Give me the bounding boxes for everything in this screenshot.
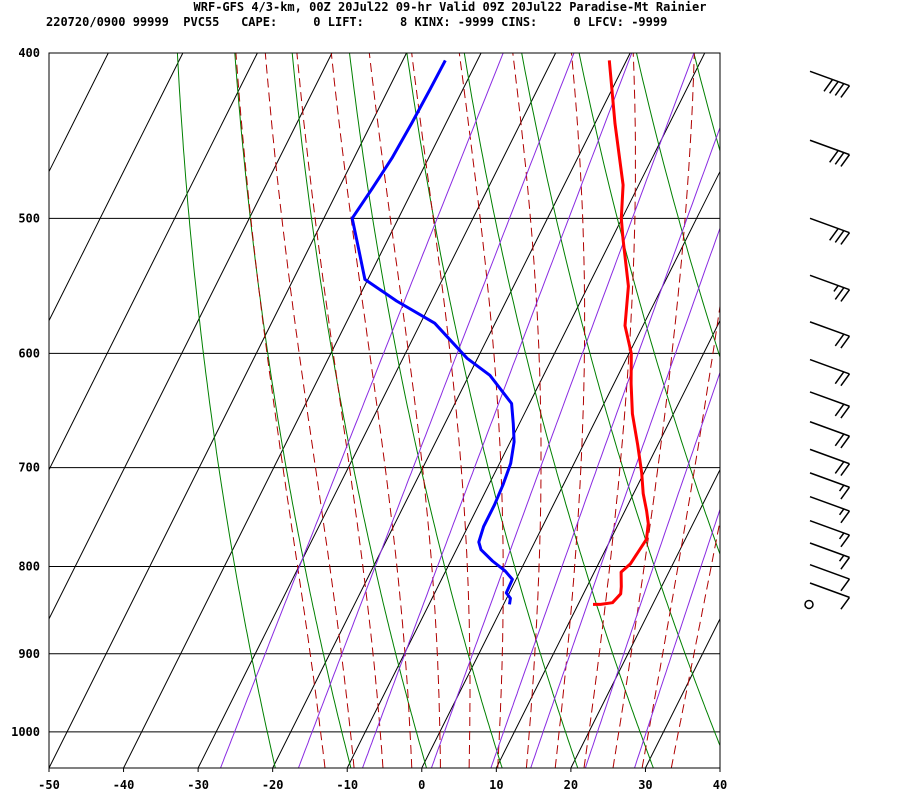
dry-adiabat <box>636 53 720 359</box>
moist-adiabat <box>458 53 504 768</box>
mixing-ratio-line <box>530 226 720 768</box>
wind-barb <box>809 582 851 610</box>
wind-barb <box>809 321 851 349</box>
isotherm <box>49 53 184 322</box>
wind-barb <box>809 495 851 524</box>
isotherm <box>197 53 557 768</box>
y-axis-ticks: 400 500 600 700 800 900 1000 <box>11 46 40 739</box>
wind-barb <box>809 448 851 476</box>
moist-adiabat <box>554 53 586 768</box>
mixing-ratio-line <box>362 53 633 768</box>
mixing-ratio-line <box>297 53 575 768</box>
plot-frame <box>48 52 721 769</box>
moist-adiabat <box>411 53 471 768</box>
moist-adiabat <box>512 53 542 768</box>
x-tick-label: -20 <box>262 778 284 792</box>
y-tick-label: 900 <box>18 647 40 661</box>
isotherm <box>644 617 720 768</box>
wind-barb <box>809 542 851 570</box>
mixing-ratio-line <box>634 507 720 768</box>
moist-adiabat <box>583 53 636 768</box>
reference-lines <box>49 53 720 768</box>
wind-barb <box>809 139 851 167</box>
wind-barb <box>809 70 851 98</box>
wind-barb <box>809 217 851 245</box>
wind-barb <box>809 519 851 548</box>
dry-adiabat <box>234 53 352 768</box>
x-tick-label: -30 <box>187 778 209 792</box>
x-tick-label: 20 <box>564 778 578 792</box>
dry-adiabats <box>176 53 720 768</box>
x-tick-label: -40 <box>113 778 135 792</box>
y-tick-label: 800 <box>18 560 40 574</box>
dry-adiabat <box>521 53 720 747</box>
wind-barb <box>809 274 851 302</box>
x-tick-label: 10 <box>489 778 503 792</box>
wind-barb <box>809 358 851 387</box>
x-tick-label: -50 <box>38 778 60 792</box>
isotherm <box>570 468 720 768</box>
moist-adiabat <box>368 53 441 768</box>
sounding-indices: 220720/0900 99999 PVC55 CAPE: 0 LIFT: 8 … <box>46 15 667 29</box>
mixing-ratio-lines <box>220 53 720 768</box>
dewpoint-profile <box>350 59 516 605</box>
isotherm <box>49 53 258 471</box>
mixing-ratio-line <box>430 53 695 768</box>
y-tick-label: 400 <box>18 46 40 60</box>
mixing-ratio-line <box>220 53 504 768</box>
profile-lines <box>350 59 650 606</box>
isotherm <box>123 53 482 768</box>
y-tick-label: 1000 <box>11 725 40 739</box>
moist-adiabat <box>330 53 413 768</box>
dry-adiabat <box>176 53 276 768</box>
dry-adiabat <box>463 53 654 768</box>
x-axis-ticks: -50 -40 -30 -20 -10 0 10 20 30 40 <box>38 768 727 792</box>
isotherm <box>49 53 333 621</box>
y-tick-label: 700 <box>18 461 40 475</box>
calm-wind-circle <box>804 599 814 610</box>
y-tick-label: 600 <box>18 346 40 360</box>
moist-adiabats <box>235 53 720 768</box>
wind-barb <box>809 472 851 500</box>
x-tick-label: -10 <box>336 778 358 792</box>
pressure-gridlines <box>49 52 720 733</box>
mixing-ratio-line <box>490 126 720 768</box>
isotherm <box>495 319 720 768</box>
dry-adiabat <box>578 53 720 556</box>
isotherm <box>49 53 407 768</box>
wind-barb-column <box>804 70 851 610</box>
wind-barb <box>809 391 851 419</box>
isotherm <box>272 53 631 768</box>
dry-adiabat <box>349 53 503 768</box>
x-tick-label: 40 <box>713 778 727 792</box>
y-tick-label: 500 <box>18 211 40 225</box>
temperature-profile <box>593 60 650 606</box>
dry-adiabat <box>406 53 579 768</box>
wind-barb <box>809 421 851 449</box>
mixing-ratio-line <box>584 371 720 768</box>
dry-adiabat <box>291 53 427 768</box>
wind-barb <box>809 563 851 592</box>
x-tick-label: 0 <box>418 778 425 792</box>
x-tick-label: 30 <box>638 778 652 792</box>
chart-title: WRF-GFS 4/3-km, 00Z 20Jul22 09-hr Valid … <box>194 0 707 14</box>
